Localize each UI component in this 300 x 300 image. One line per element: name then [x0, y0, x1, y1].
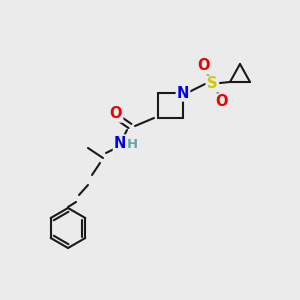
Text: O: O: [110, 106, 122, 122]
Text: O: O: [216, 94, 228, 110]
Text: S: S: [207, 76, 217, 92]
Text: N: N: [177, 85, 189, 100]
Text: H: H: [126, 137, 138, 151]
Text: N: N: [114, 136, 126, 151]
Text: O: O: [198, 58, 210, 74]
